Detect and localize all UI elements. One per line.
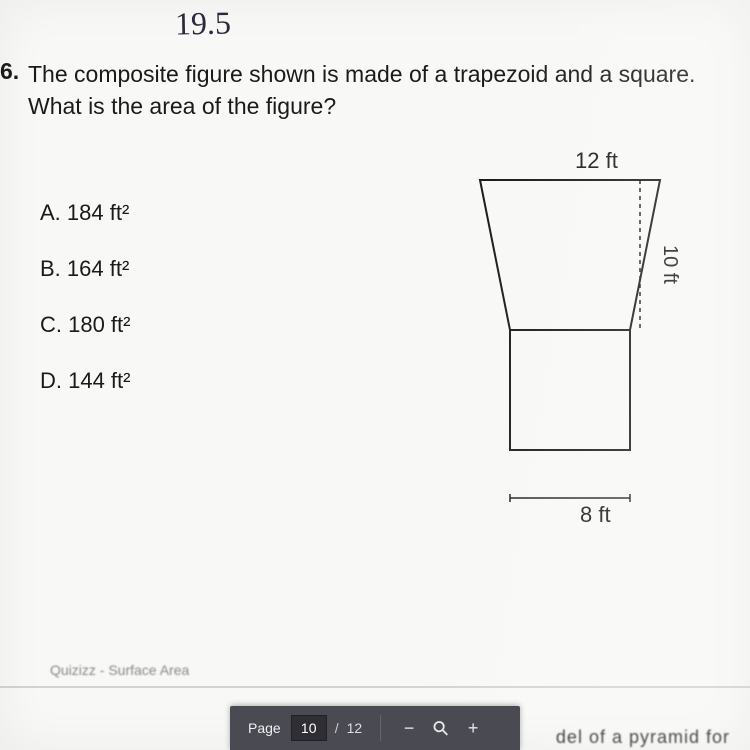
- choice-b: B. 164 ft²: [40, 256, 130, 282]
- page-label: Page: [230, 720, 291, 736]
- worksheet-page: 19.5 6. The composite figure shown is ma…: [0, 0, 750, 750]
- question-number: 6.: [0, 58, 19, 85]
- square-shape: [510, 330, 630, 450]
- figure-label-bottom: 8 ft: [580, 502, 611, 528]
- handwritten-annotation: 19.5: [175, 5, 232, 43]
- question-text: The composite figure shown is made of a …: [28, 58, 708, 122]
- next-question-partial: del of a pyramid for: [556, 727, 730, 748]
- choice-d: D. 144 ft²: [40, 368, 130, 394]
- toolbar-divider: [380, 715, 381, 741]
- page-separator-slash: /: [327, 720, 347, 736]
- page-total: 12: [347, 720, 363, 736]
- figure-label-top: 12 ft: [575, 148, 618, 174]
- zoom-out-button[interactable]: −: [393, 718, 425, 739]
- pdf-toolbar: Page 10 / 12 − ⚲ +: [230, 706, 520, 750]
- zoom-reset-button[interactable]: ⚲: [421, 708, 461, 748]
- zoom-in-button[interactable]: +: [457, 718, 489, 739]
- composite-figure: 12 ft 10 ft 8 ft: [460, 150, 720, 530]
- page-separator: [0, 686, 750, 688]
- footer-source-text: Quizizz - Surface Area: [50, 662, 189, 678]
- figure-svg: [460, 150, 720, 530]
- trapezoid-shape: [480, 180, 660, 330]
- answer-choices: A. 184 ft² B. 164 ft² C. 180 ft² D. 144 …: [40, 200, 130, 424]
- figure-label-right: 10 ft: [658, 245, 681, 284]
- choice-a: A. 184 ft²: [40, 200, 130, 226]
- page-current-input[interactable]: 10: [291, 715, 327, 741]
- choice-c: C. 180 ft²: [40, 312, 130, 338]
